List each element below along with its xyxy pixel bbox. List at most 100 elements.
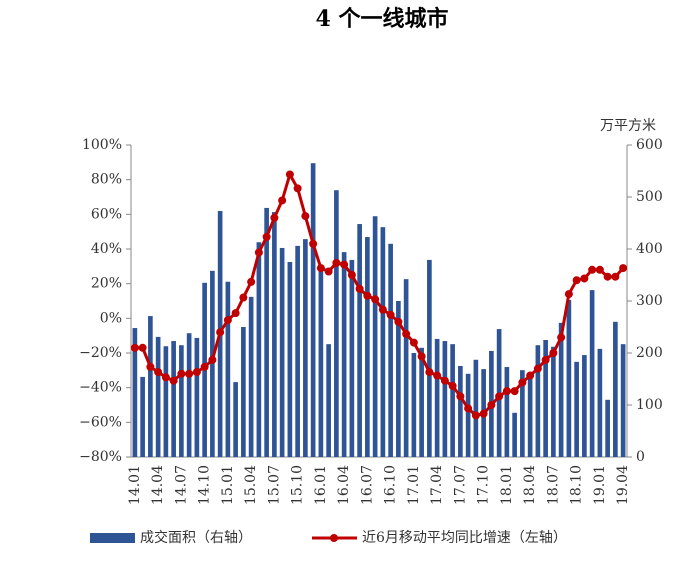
line-marker <box>603 272 612 281</box>
line-marker <box>394 317 403 326</box>
line-marker <box>417 352 426 361</box>
x-tick-label: 16.04 <box>336 465 352 505</box>
bar <box>132 328 138 457</box>
bar <box>396 301 401 457</box>
line-marker <box>355 284 364 293</box>
y-tick-label: −60% <box>79 414 122 430</box>
line-marker <box>200 362 209 371</box>
bar <box>372 216 378 457</box>
x-tick-label: 19.01 <box>592 465 608 505</box>
legend-swatch <box>90 533 135 543</box>
bar <box>427 259 432 457</box>
bar <box>458 366 463 457</box>
y2-tick-label: 300 <box>636 293 663 309</box>
line-marker <box>169 376 178 385</box>
line-marker <box>533 364 542 373</box>
line-marker <box>425 368 434 377</box>
bar <box>434 338 440 457</box>
bar <box>589 290 595 457</box>
line-marker <box>549 349 558 357</box>
line-marker <box>293 184 302 193</box>
line-marker <box>231 309 240 318</box>
line-marker <box>402 329 411 338</box>
bar <box>520 370 525 457</box>
line-marker <box>340 260 349 269</box>
y-tick-label: 80% <box>91 172 122 188</box>
line-marker <box>479 409 488 418</box>
line-marker <box>247 277 256 286</box>
x-tick-label: 18.10 <box>569 465 585 505</box>
line-marker <box>378 305 387 314</box>
x-tick-label: 14.10 <box>197 465 213 505</box>
y-tick-label: 20% <box>91 276 122 292</box>
bar <box>473 359 479 457</box>
x-tick-label: 14.07 <box>173 465 189 505</box>
y-tick-label: 60% <box>91 206 122 222</box>
bar <box>388 243 393 457</box>
chart-title: 4 个一线城市 <box>316 6 449 32</box>
line-marker <box>572 276 581 285</box>
x-tick-label: 15.01 <box>220 465 236 505</box>
line-marker <box>464 404 473 413</box>
bar <box>512 412 517 457</box>
bar <box>403 279 409 457</box>
bar <box>450 344 455 457</box>
x-tick-label: 18.07 <box>545 465 561 505</box>
line-marker <box>386 310 395 319</box>
bar <box>310 163 316 457</box>
bar <box>442 341 448 457</box>
line-marker <box>456 392 465 401</box>
bar <box>140 376 145 457</box>
bar <box>279 247 285 457</box>
bar <box>543 340 548 457</box>
line-marker <box>161 373 170 382</box>
y-tick-label: −80% <box>79 449 122 465</box>
bar <box>465 373 471 457</box>
x-tick-label: 14.04 <box>150 465 166 505</box>
bar <box>411 353 417 457</box>
line-marker <box>510 387 519 396</box>
line-marker <box>285 170 294 179</box>
line <box>134 170 625 418</box>
line-marker <box>448 381 457 390</box>
x-tick-label: 16.07 <box>359 465 375 505</box>
y-tick-label: 40% <box>91 241 122 257</box>
line-marker <box>154 368 163 377</box>
line-marker <box>409 338 418 347</box>
line-marker <box>595 265 604 274</box>
y-tick-label: −40% <box>79 380 122 396</box>
line-marker <box>177 369 186 378</box>
line-marker <box>309 239 318 248</box>
line-marker <box>254 248 263 257</box>
legend-label: 成交面积（右轴） <box>140 529 252 546</box>
line-marker <box>347 271 356 279</box>
y2-tick-label: 0 <box>636 449 645 465</box>
line-marker <box>324 267 333 276</box>
line-marker <box>239 293 248 302</box>
y2-tick-label: 100 <box>636 397 663 413</box>
bar <box>527 376 533 457</box>
bar <box>551 346 556 457</box>
line-marker <box>471 411 480 420</box>
line-marker <box>440 376 449 385</box>
line-marker <box>262 232 271 241</box>
line-marker <box>138 343 147 352</box>
x-tick-label: 17.04 <box>429 465 445 505</box>
line-marker <box>588 265 597 274</box>
line-marker <box>192 368 201 377</box>
line-marker <box>433 371 442 380</box>
bar <box>341 252 347 457</box>
y-tick-label: 0% <box>100 310 122 326</box>
line-marker <box>526 371 535 380</box>
y-tick-label: 100% <box>82 137 122 153</box>
bar <box>318 268 324 457</box>
line-marker <box>495 392 504 401</box>
bar <box>620 344 626 457</box>
bar <box>248 296 254 457</box>
line-marker <box>216 328 225 337</box>
x-tick-label: 18.01 <box>499 465 515 505</box>
bar <box>380 227 386 457</box>
y2-tick-label: 600 <box>636 137 663 153</box>
bar <box>186 333 192 457</box>
line-marker <box>557 333 566 342</box>
